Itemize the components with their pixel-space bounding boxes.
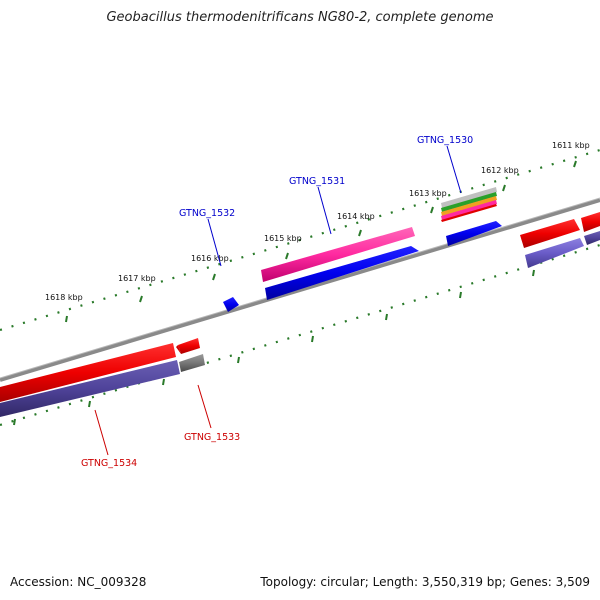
gene-label-gtng-1531[interactable]: GTNG_1531 [289,176,345,187]
gtng-1530-leader [446,145,462,194]
gene-gtng-1530-feature[interactable] [441,187,502,246]
gene-gtng-1531-feature[interactable] [261,227,419,300]
gene-gtng-1533-feature[interactable] [176,338,205,372]
gtng-1534-leader [94,409,109,456]
gtng-1533-leader [197,384,212,429]
gene-label-gtng-1532[interactable]: GTNG_1532 [179,208,235,219]
gene-label-gtng-1533[interactable]: GTNG_1533 [184,432,240,443]
map-title: Geobacillus thermodenitrificans NG80-2, … [106,10,494,25]
genome-summary-text: Topology: circular; Length: 3,550,319 bp… [260,575,590,589]
gene-gtng-1532-feature[interactable] [223,297,239,312]
accession-text: Accession: NC_009328 [10,575,147,589]
gtng-1532-leader [207,218,222,267]
gene-label-gtng-1530[interactable]: GTNG_1530 [417,135,473,146]
tick-label-1611: 1611 kbp [552,141,590,150]
tick-label-1615: 1615 kbp [264,234,302,243]
tick-label-1618: 1618 kbp [45,293,83,302]
outer-tick-ring [0,148,600,332]
tick-label-1612: 1612 kbp [481,166,519,175]
gene-gtng-1529-feature[interactable] [520,212,600,268]
tick-label-1614: 1614 kbp [337,212,375,221]
gene-gtng-1534-feature[interactable] [0,343,180,417]
genome-backbone [0,198,600,382]
tick-label-1613: 1613 kbp [409,189,447,198]
tick-label-1617: 1617 kbp [118,274,156,283]
inner-tick-ring [0,243,600,427]
tick-label-1616: 1616 kbp [191,254,229,263]
gene-label-gtng-1534[interactable]: GTNG_1534 [81,458,137,469]
gtng-1531-leader [317,186,332,235]
